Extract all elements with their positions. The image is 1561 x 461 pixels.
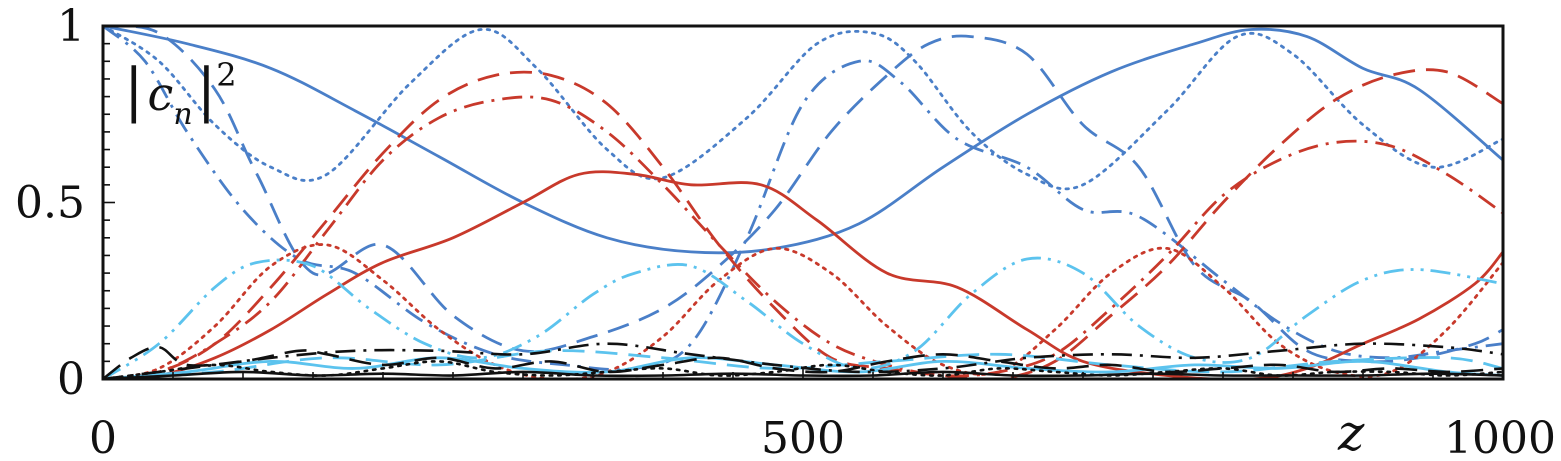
y-tick-label: 0.5: [15, 178, 85, 229]
series-line-black-dashed: [103, 345, 1503, 379]
y-tick-label: 0: [57, 354, 85, 405]
series-line-light_blue-dashed: [103, 349, 1503, 379]
series-line-red-solid: [103, 170, 1503, 379]
labels-layer: |cn|2 z 0 0.5 1 0 500 1000: [15, 1, 1556, 461]
series-layer: [103, 26, 1503, 379]
x-tick-label: 1000: [1444, 413, 1556, 461]
y-tick-label: 1: [57, 1, 85, 52]
axes-layer: [101, 24, 1505, 381]
x-tick-label: 0: [89, 413, 117, 461]
series-line-red-dashdot: [103, 95, 1503, 379]
series-line-light_blue-dashdotdot: [103, 256, 1503, 379]
series-line-blue-dotted: [103, 26, 1503, 191]
plot-frame: [101, 24, 1505, 381]
series-line-black-dashdot: [103, 342, 1503, 379]
x-axis-label: z: [1337, 404, 1365, 461]
x-tick-label: 500: [761, 413, 845, 461]
series-line-blue-dashed: [103, 26, 1503, 364]
series-line-blue-solid: [103, 26, 1503, 255]
series-line-blue-dashdot: [103, 26, 1503, 372]
series-line-red-dashed: [103, 68, 1503, 379]
y-axis-label: |cn|2: [124, 56, 237, 132]
